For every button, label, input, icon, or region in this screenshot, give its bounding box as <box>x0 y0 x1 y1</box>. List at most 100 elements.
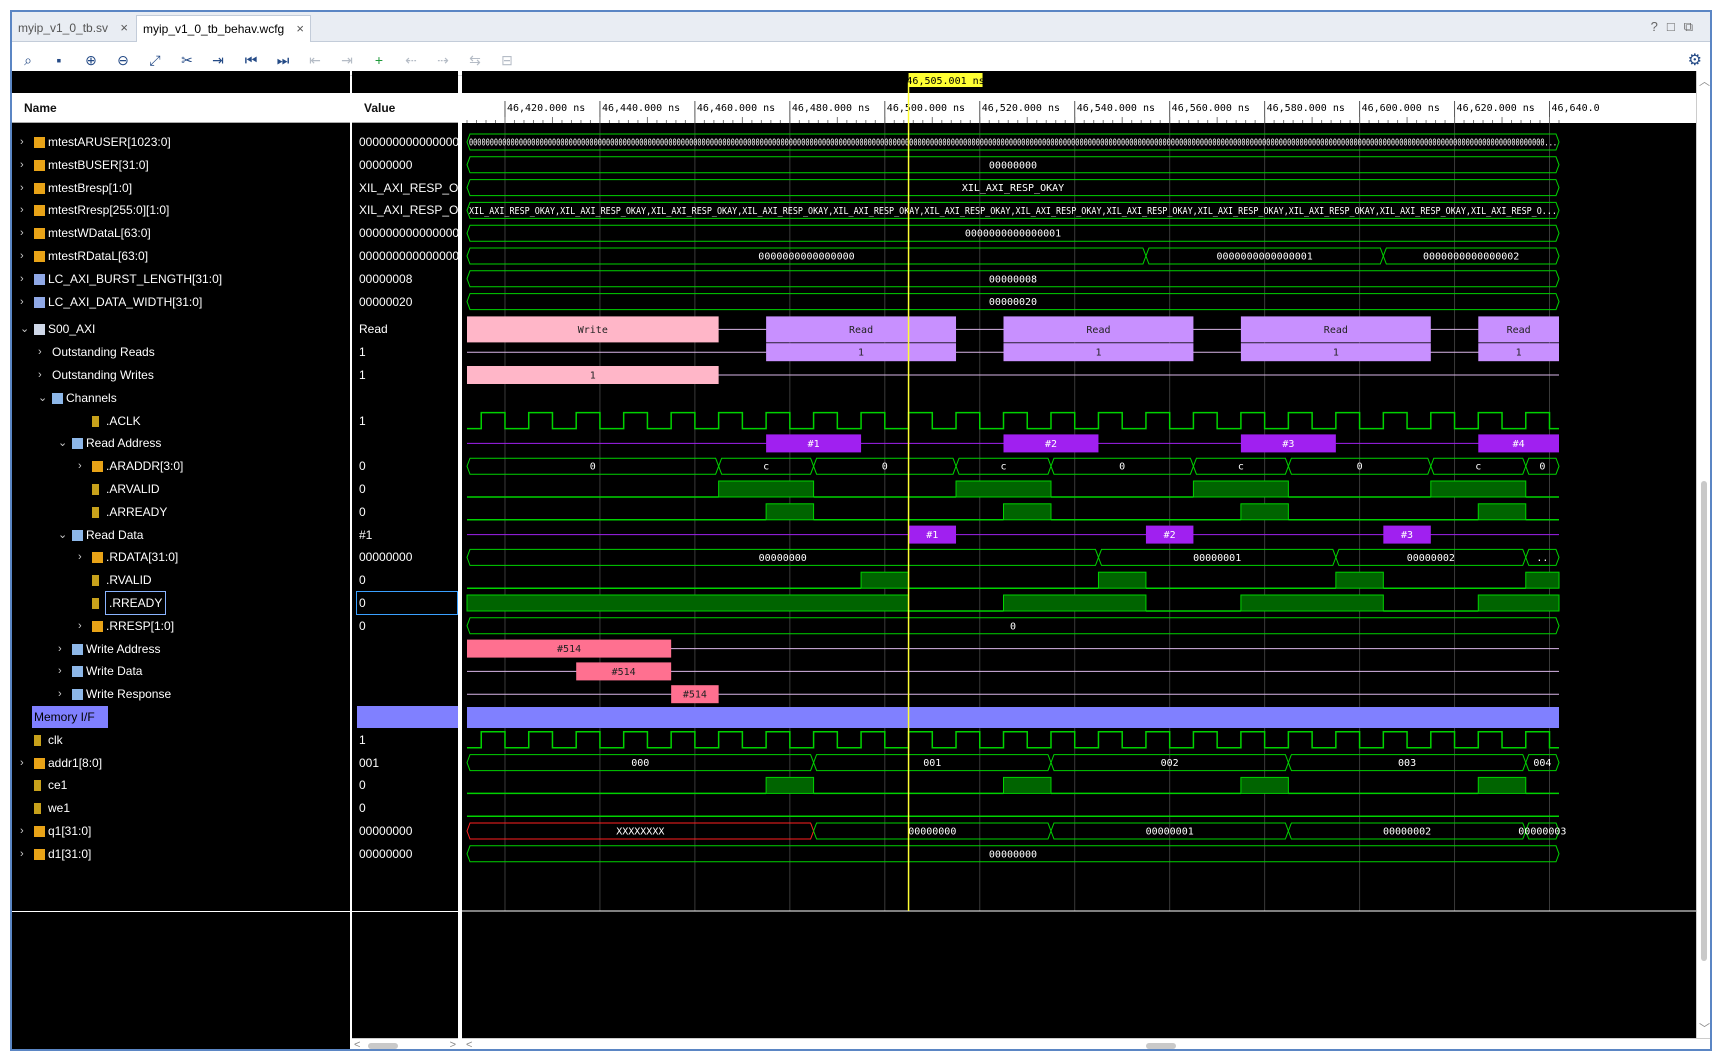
signal-row[interactable]: › d1[31:0] <box>12 843 350 865</box>
waveform-canvas[interactable]: 46,420.000 ns 46,440.000 ns 46,460.000 ns 4… <box>462 71 1710 1038</box>
help-icon[interactable]: ? <box>1650 19 1667 34</box>
maximize-icon[interactable]: □ <box>1666 19 1684 34</box>
signal-icon <box>92 598 99 609</box>
chevron-right-icon[interactable]: › <box>78 460 82 473</box>
swap-cursors-icon[interactable]: ⇆ <box>469 52 481 68</box>
zoom-fit-icon[interactable]: ⤢ <box>149 52 161 68</box>
signal-row[interactable]: › .RDATA[31:0] <box>12 546 350 568</box>
next-transition-icon[interactable]: ⇥ <box>341 52 353 68</box>
chevron-right-icon[interactable]: › <box>38 369 42 381</box>
restore-icon[interactable]: ⧉ <box>1683 19 1702 34</box>
wave-hscroll-thumb[interactable] <box>1146 1043 1176 1049</box>
signal-row[interactable]: › q1[31:0] <box>12 820 350 842</box>
signal-row[interactable]: Memory I/F <box>32 706 108 728</box>
scroll-right-icon[interactable]: > <box>449 1039 456 1051</box>
waveform-svg[interactable]: 46,420.000 ns 46,440.000 ns 46,460.000 ns 4… <box>462 71 1700 1038</box>
signal-row[interactable]: ⌄ Read Data <box>12 524 350 546</box>
chevron-right-icon[interactable]: › <box>20 272 24 285</box>
signal-row[interactable]: › mtestRDataL[63:0] <box>12 245 350 267</box>
value-hscroll[interactable]: < > <box>352 1038 458 1051</box>
go-to-start-icon[interactable]: ⏮ <box>244 52 258 68</box>
signal-row[interactable]: › Write Address <box>12 638 350 660</box>
signal-row[interactable]: clk <box>12 729 350 751</box>
chevron-right-icon[interactable]: › <box>58 688 62 701</box>
bus-value: 000 <box>631 758 649 769</box>
signal-row[interactable]: › mtestARUSER[1023:0] <box>12 131 350 153</box>
chevron-right-icon[interactable]: › <box>20 250 24 262</box>
vertical-scrollbar[interactable]: ︿ ﹀ <box>1696 71 1710 1038</box>
signal-row[interactable]: .ARVALID <box>12 478 350 500</box>
prev-transition-icon[interactable]: ⇤ <box>309 52 321 68</box>
signal-row[interactable]: ⌄ Read Address <box>12 432 350 454</box>
chevron-down-icon[interactable]: ⌄ <box>20 323 30 336</box>
go-to-cursor-icon[interactable]: ⇥ <box>212 52 224 68</box>
bus-value: c <box>1000 462 1006 473</box>
zoom-out-icon[interactable]: ⊖ <box>117 52 129 68</box>
scroll-up-icon[interactable]: ︿ <box>1699 76 1710 88</box>
signal-row[interactable]: we1 <box>12 797 350 819</box>
add-marker-icon[interactable]: + <box>374 52 384 68</box>
name-column-header[interactable]: Name <box>12 93 350 123</box>
scroll-left-icon[interactable]: < <box>354 1039 361 1051</box>
prev-marker-icon[interactable]: ⇠ <box>405 52 417 68</box>
signal-row[interactable]: ce1 <box>12 774 350 796</box>
signal-row[interactable]: ⌄ S00_AXI <box>12 318 350 340</box>
signal-row[interactable]: › Outstanding Writes <box>12 364 350 386</box>
signal-row[interactable]: › Write Response <box>12 683 350 705</box>
signal-row[interactable]: › LC_AXI_BURST_LENGTH[31:0] <box>12 268 350 290</box>
chevron-right-icon[interactable]: › <box>20 295 24 308</box>
chevron-right-icon[interactable]: › <box>20 756 24 769</box>
chevron-right-icon[interactable]: › <box>78 551 82 564</box>
signal-row[interactable]: › Outstanding Reads <box>12 341 350 363</box>
interface-icon <box>34 324 45 336</box>
signal-row[interactable]: › mtestBUSER[31:0] <box>12 154 350 176</box>
chevron-down-icon[interactable]: ⌄ <box>38 391 48 404</box>
signal-row[interactable]: › Write Data <box>12 660 350 682</box>
signal-row[interactable]: › .RRESP[1:0] <box>12 615 350 637</box>
chevron-right-icon[interactable]: › <box>58 665 62 678</box>
chevron-right-icon[interactable]: › <box>20 204 24 217</box>
chevron-right-icon[interactable]: › <box>38 346 42 359</box>
chevron-right-icon[interactable]: › <box>20 825 24 837</box>
save-icon[interactable]: ▪ <box>56 52 62 68</box>
signal-row[interactable]: › mtestRresp[255:0][1:0] <box>12 199 350 221</box>
zoom-in-icon[interactable]: ⊕ <box>85 52 97 68</box>
signal-row[interactable]: .ARREADY <box>12 501 350 523</box>
close-icon[interactable]: × <box>296 21 304 36</box>
chevron-right-icon[interactable]: › <box>20 136 24 148</box>
cursor-remove-icon[interactable]: ✂ <box>181 52 193 68</box>
value-column-header[interactable]: Value <box>352 93 458 123</box>
signal-row[interactable]: ⌄ Channels <box>12 387 350 409</box>
signal-row[interactable]: › addr1[8:0] <box>12 752 350 774</box>
search-icon[interactable]: ⌕ <box>24 52 32 68</box>
signal-name: .ARREADY <box>106 504 168 519</box>
signal-row[interactable]: .ACLK <box>12 410 350 432</box>
go-to-end-icon[interactable]: ⏭ <box>276 52 290 68</box>
signal-row[interactable]: .RVALID <box>12 569 350 591</box>
tab-tb-source[interactable]: myip_v1_0_tb.sv × <box>12 15 134 42</box>
tab-wcfg[interactable]: myip_v1_0_tb_behav.wcfg × <box>136 15 311 42</box>
next-marker-icon[interactable]: ⇢ <box>437 52 449 68</box>
chevron-right-icon[interactable]: › <box>58 642 62 655</box>
close-icon[interactable]: × <box>120 20 128 35</box>
signal-row[interactable]: › LC_AXI_DATA_WIDTH[31:0] <box>12 291 350 313</box>
value-hscroll-thumb[interactable] <box>368 1043 398 1049</box>
snap-icon[interactable]: ⊟ <box>501 52 513 68</box>
gear-icon[interactable]: ⚙ <box>1687 52 1702 69</box>
chevron-down-icon[interactable]: ⌄ <box>58 437 68 450</box>
scroll-down-icon[interactable]: ﹀ <box>1699 1023 1710 1035</box>
chevron-right-icon[interactable]: › <box>20 158 24 171</box>
signal-row[interactable]: › .ARADDR[3:0] <box>12 455 350 477</box>
chevron-right-icon[interactable]: › <box>20 181 24 194</box>
chevron-right-icon[interactable]: › <box>78 619 82 632</box>
chevron-right-icon[interactable]: › <box>20 847 24 860</box>
chevron-down-icon[interactable]: ⌄ <box>58 528 68 541</box>
transaction-box <box>467 366 719 384</box>
signal-row[interactable]: › mtestWDataL[63:0] <box>12 222 350 244</box>
chevron-right-icon[interactable]: › <box>20 227 24 240</box>
scroll-left-icon[interactable]: < <box>466 1039 473 1051</box>
wave-hscroll[interactable]: < <box>462 1038 1710 1051</box>
signal-row[interactable]: › mtestBresp[1:0] <box>12 177 350 199</box>
vertical-scroll-thumb[interactable] <box>1701 481 1707 961</box>
signal-row[interactable]: .RREADY <box>12 591 350 615</box>
